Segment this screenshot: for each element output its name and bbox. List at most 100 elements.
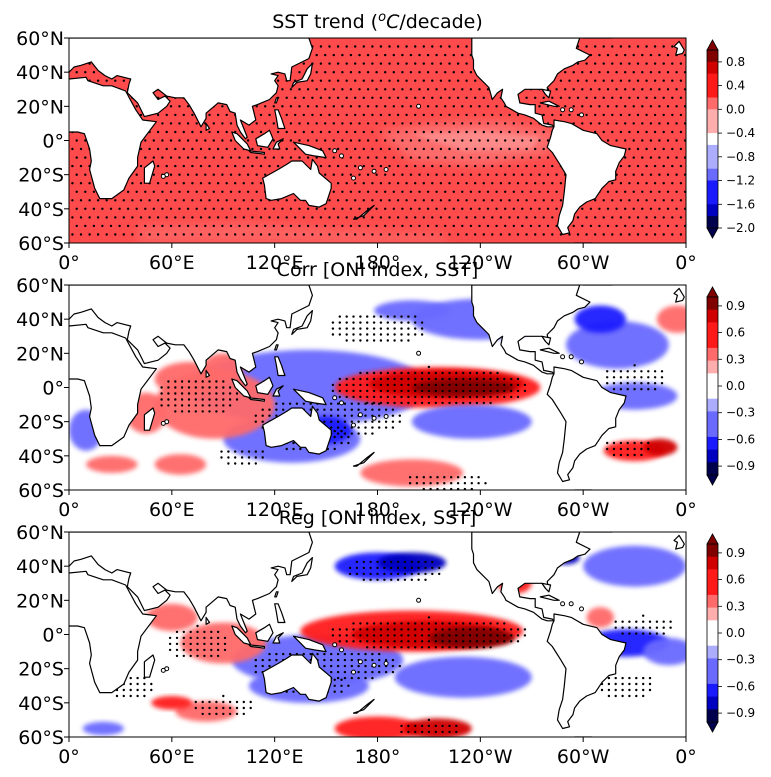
stipple-dot	[216, 164, 220, 168]
xtick-label: 60°W	[557, 252, 610, 274]
land-borneo	[255, 376, 274, 395]
land-island	[579, 359, 584, 365]
land-island	[568, 354, 574, 360]
stipple-dot	[390, 566, 393, 570]
stipple-dot	[468, 395, 472, 399]
stipple-dot	[647, 370, 650, 373]
stipple-dot	[347, 684, 350, 687]
stipple-dot	[371, 96, 374, 100]
stipple-dot	[208, 164, 211, 168]
stipple-dot	[542, 164, 545, 168]
stipple-dot	[396, 147, 400, 151]
stipple-dot	[371, 147, 374, 151]
stipple-dot	[439, 164, 443, 168]
field-blob-11	[360, 459, 464, 487]
stipple-dot	[359, 640, 362, 643]
stipple-dot	[316, 652, 319, 656]
land-newguinea	[292, 388, 327, 406]
stipple-dot	[414, 634, 417, 637]
stipple-dot	[264, 156, 267, 159]
stipple-dot	[671, 147, 674, 151]
stipple-dot	[275, 402, 278, 405]
stipple-dot	[636, 113, 640, 117]
stipple-dot	[136, 688, 139, 692]
stipple-dot	[489, 383, 492, 387]
stipple-dot	[482, 147, 485, 151]
stipple-dot	[105, 199, 108, 202]
stipple-dot	[366, 622, 369, 625]
stipple-dot	[182, 642, 185, 646]
stipple-dot	[525, 182, 528, 185]
stipple-dot	[441, 622, 444, 625]
stipple-dot	[456, 79, 460, 82]
colorbar-extend-max	[706, 39, 719, 51]
stipple-dot	[474, 182, 477, 185]
stipple-dot	[386, 634, 389, 637]
stipple-dot	[422, 96, 425, 100]
stipple-dot	[336, 113, 340, 117]
stipple-dot	[152, 173, 155, 176]
stipple-dot	[152, 190, 155, 193]
stipple-dot	[216, 182, 220, 185]
stipple-dot	[468, 377, 472, 381]
stipple-dot	[285, 96, 288, 100]
xtick-label: 180°	[355, 252, 401, 274]
xtick-label: 120°E	[246, 746, 304, 768]
stipple-dot	[407, 371, 410, 375]
stipple-dot	[679, 113, 683, 117]
stipple-dot	[144, 207, 147, 210]
stipple-dot	[126, 207, 130, 210]
stipple-dot	[341, 207, 344, 210]
stipple-dot	[475, 377, 479, 381]
stipple-dot	[345, 321, 348, 324]
stipple-dot	[229, 139, 233, 142]
stipple-dot	[289, 88, 293, 91]
stipple-dot	[319, 130, 323, 134]
stipple-dot	[438, 572, 441, 576]
stipple-dot	[410, 572, 413, 576]
stipple-dot	[238, 173, 241, 176]
stipple-dot	[268, 414, 271, 417]
stipple-dot	[222, 404, 225, 407]
stipple-dot	[420, 383, 424, 387]
stipple-dot	[215, 380, 218, 383]
stipple-dot	[427, 616, 431, 619]
stipple-dot	[246, 224, 250, 228]
stipple-dot	[215, 386, 218, 389]
stipple-dot	[521, 190, 524, 193]
stipple-dot	[275, 658, 278, 662]
stipple-dot	[478, 122, 481, 125]
stipple-dot	[469, 207, 473, 210]
land-sulawesi	[272, 138, 284, 150]
stipple-dot	[194, 392, 197, 395]
stipple-dot	[362, 79, 365, 82]
stipple-dot	[88, 233, 91, 236]
stipple-dot	[359, 327, 362, 330]
stipple-dot	[607, 682, 611, 686]
stipple-dot	[434, 622, 437, 625]
stipple-dot	[215, 410, 218, 413]
stipple-dot	[105, 79, 108, 82]
land-java	[248, 644, 265, 649]
stipple-dot	[393, 389, 396, 393]
stipple-dot	[358, 139, 361, 142]
stipple-dot	[372, 327, 376, 330]
field-blob-18	[411, 404, 532, 439]
stipple-dot	[679, 62, 683, 65]
field-blob-6	[583, 545, 686, 587]
xtick-label: 0°	[675, 499, 697, 521]
stipple-dot	[372, 395, 376, 399]
stipple-dot	[118, 207, 121, 210]
stipple-dot	[598, 207, 601, 210]
stipple-dot	[448, 216, 451, 219]
stipple-dot	[366, 321, 369, 324]
stipple-dot	[396, 182, 400, 185]
stipple-dot	[468, 628, 472, 631]
stipple-dot	[227, 456, 230, 459]
stipple-dot	[482, 383, 485, 387]
stipple-dot	[619, 79, 623, 82]
stipple-dot	[208, 113, 211, 117]
stipple-dot	[393, 628, 396, 631]
stipple-dot	[456, 130, 460, 134]
stipple-dot	[210, 654, 213, 658]
